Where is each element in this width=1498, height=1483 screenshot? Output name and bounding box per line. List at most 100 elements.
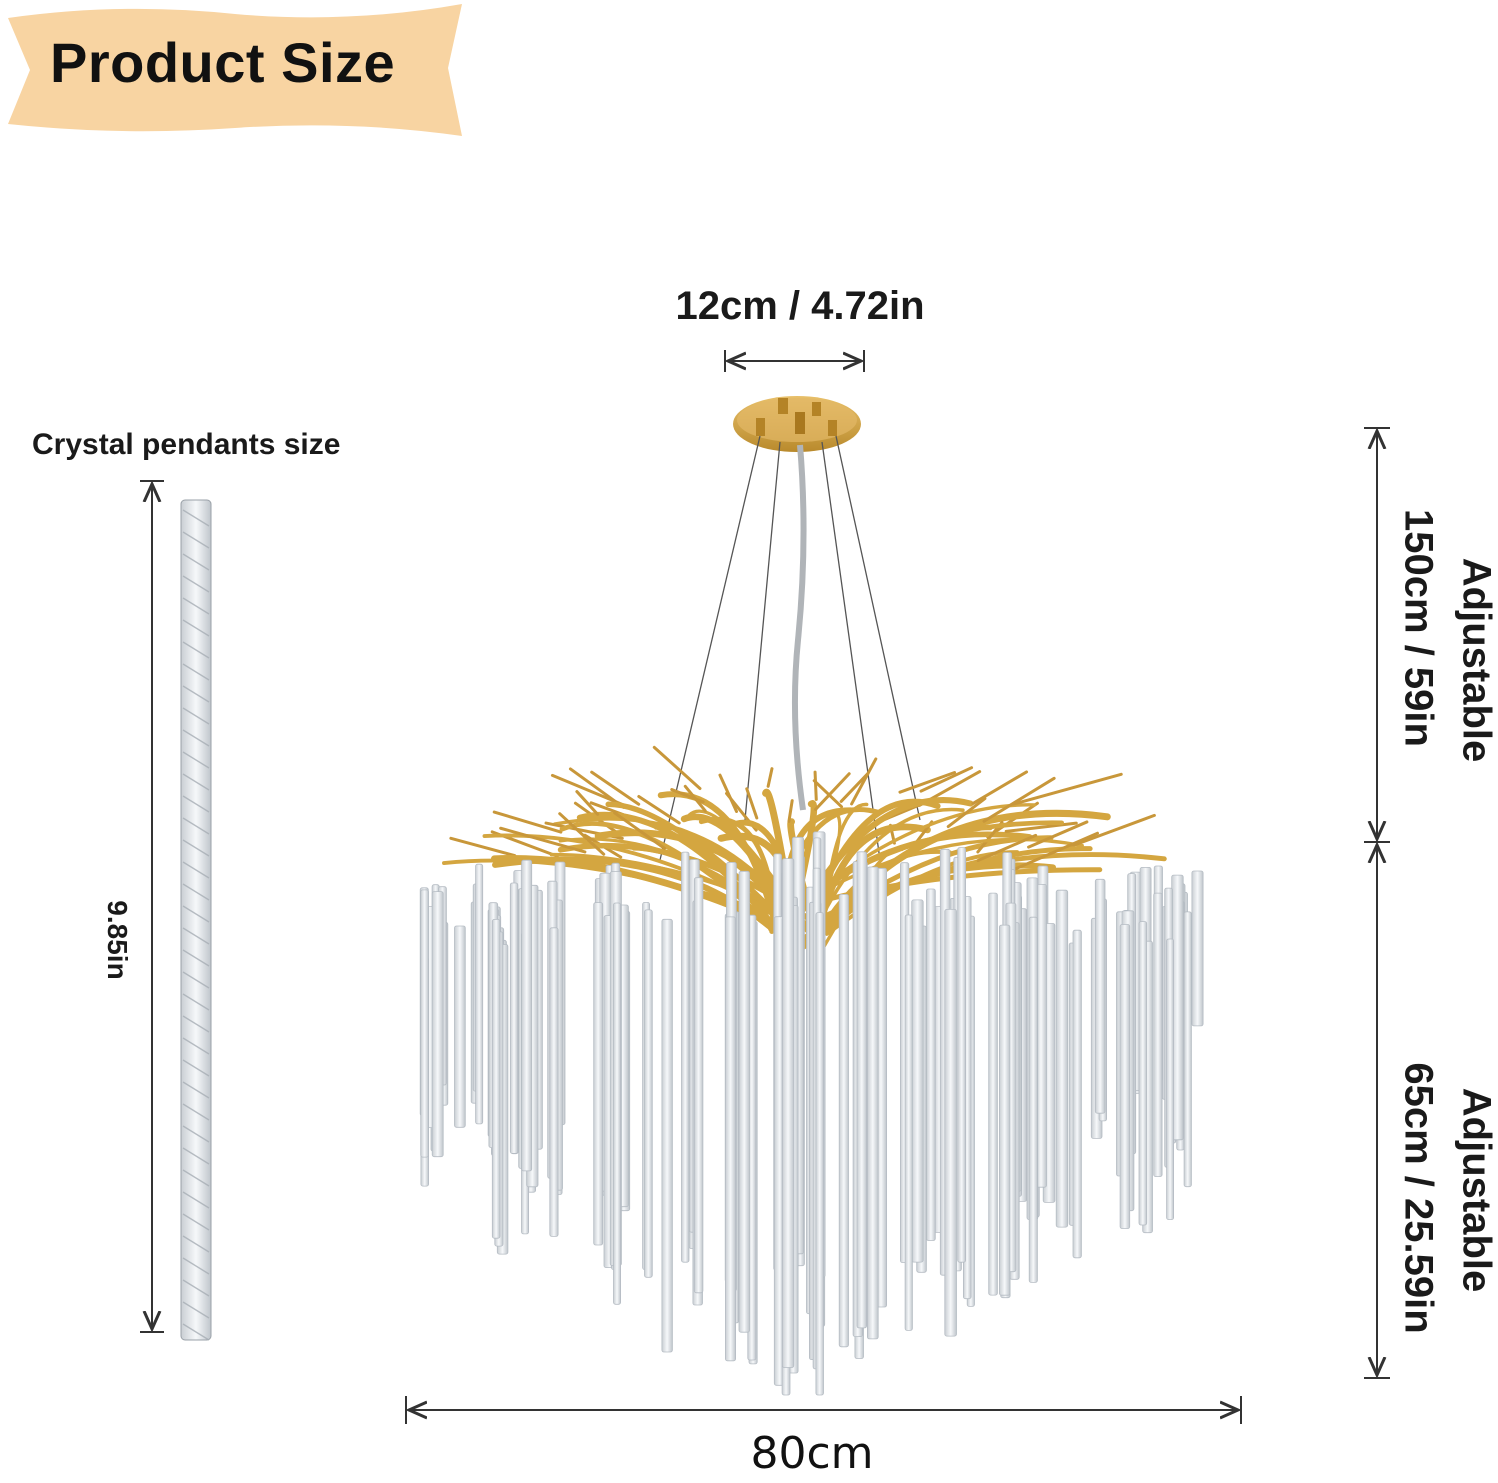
pendant-length-label: 9.85in — [102, 900, 133, 980]
gold-twig — [613, 811, 667, 850]
crystal-rod — [911, 899, 924, 1263]
pendant-twist — [182, 1147, 210, 1165]
crystal-rod — [644, 909, 653, 1278]
gold-branch — [605, 801, 787, 925]
crystal-rod — [926, 888, 936, 1241]
pendant-size-title: Crystal pendants size — [32, 428, 341, 461]
pendant-length-arrow — [140, 480, 164, 1333]
crystal-rod — [782, 858, 795, 1368]
product-size-banner — [8, 4, 462, 136]
gold-twig — [558, 812, 606, 856]
gold-twig — [839, 772, 870, 803]
gold-twig — [766, 767, 774, 788]
pendant-twist — [182, 575, 210, 593]
gold-twig — [575, 790, 600, 816]
pendant-twist — [182, 531, 210, 549]
gold-twig — [492, 810, 563, 834]
pendant-twist — [182, 729, 210, 747]
gold-twig — [637, 794, 681, 825]
crystal-rod — [521, 859, 533, 1172]
pendant-twist — [182, 619, 210, 637]
crystal-rod — [988, 892, 998, 1296]
gold-twig — [652, 745, 702, 790]
cable-adjustable-label: Adjustable — [1454, 557, 1498, 763]
gold-twig — [812, 779, 844, 809]
crystal-rod — [867, 866, 879, 1340]
pendant-twist — [182, 1125, 210, 1143]
gold-twig — [971, 770, 1029, 805]
pendant-twist — [182, 553, 210, 571]
pendant-twist — [182, 751, 210, 769]
gold-twig — [683, 784, 707, 813]
gold-twig — [814, 772, 851, 811]
crystal-rod — [1119, 924, 1131, 1229]
banner-title: Product Size — [50, 31, 396, 94]
pendant-twist — [182, 883, 210, 901]
pendant-twist — [182, 1279, 210, 1297]
crystal-rod — [1191, 870, 1204, 1027]
pendant-twist — [182, 663, 210, 681]
crystal-rod — [661, 918, 673, 1353]
crystal-rod — [475, 863, 484, 1125]
overall-width-arrow — [405, 1396, 1242, 1424]
cable-length-label: 150cm / 59in — [1396, 509, 1441, 747]
cable-length-arrow — [1364, 427, 1390, 843]
pendant-twist — [182, 1257, 210, 1275]
crystal-rod — [1138, 921, 1148, 1226]
pendant-twist — [182, 861, 210, 879]
gold-twig — [976, 833, 1038, 863]
pendant-twist — [182, 1059, 210, 1077]
gold-twig — [813, 770, 818, 801]
pendant-twist — [182, 773, 210, 791]
crystal-rod — [725, 916, 737, 1362]
crystal-rod — [1028, 916, 1038, 1283]
crystal-rod — [738, 870, 750, 1333]
pendant-twist — [182, 949, 210, 967]
pendant-twist — [182, 905, 210, 923]
pendant-twist — [182, 1323, 210, 1341]
body-height-label: 65cm / 25.59in — [1396, 1062, 1441, 1334]
crystal-rod — [1183, 911, 1192, 1188]
crystal-rod — [454, 925, 466, 1128]
gold-twig — [982, 776, 1056, 823]
pendant-twist — [182, 1037, 210, 1055]
crystal-rod — [613, 902, 621, 1305]
pendant-twist — [182, 795, 210, 813]
gold-twig — [499, 826, 587, 854]
gold-twig — [1065, 813, 1156, 850]
crystal-rod — [509, 882, 519, 1154]
pendant-twist — [182, 1103, 210, 1121]
pendant-twist — [182, 1213, 210, 1231]
pendant-twist — [182, 927, 210, 945]
gold-twig — [1012, 831, 1099, 871]
crystal-rod — [957, 847, 967, 1263]
gold-twig — [946, 797, 987, 829]
pendant-twist — [182, 817, 210, 835]
pendant-twist — [182, 1301, 210, 1319]
pendant-twist — [182, 1015, 210, 1033]
crystal-rod — [1153, 892, 1163, 1177]
gold-twig — [449, 836, 517, 858]
pendant-twist — [182, 685, 210, 703]
pendant-twist — [182, 641, 210, 659]
pendant-twist — [182, 1081, 210, 1099]
gold-twig — [919, 766, 974, 793]
crystal-rod — [999, 924, 1011, 1296]
crystal-rod — [815, 912, 824, 1396]
crystal-rod — [856, 851, 868, 1329]
crystal-rod — [1094, 878, 1106, 1114]
crystal-pendants — [419, 831, 1204, 1396]
crystal-rod — [491, 919, 501, 1239]
suspension-wires — [659, 435, 921, 861]
crystal-rod — [904, 914, 913, 1331]
gold-twig — [568, 767, 625, 809]
pendant-twist — [182, 1191, 210, 1209]
pendant-twist — [182, 993, 210, 1011]
pendant-twist — [182, 839, 210, 857]
canopy-width-arrow — [724, 350, 865, 372]
gold-twig — [590, 770, 641, 806]
crystal-rod — [431, 891, 444, 1158]
crystal-rod — [681, 851, 690, 1263]
gold-twig — [898, 771, 957, 794]
